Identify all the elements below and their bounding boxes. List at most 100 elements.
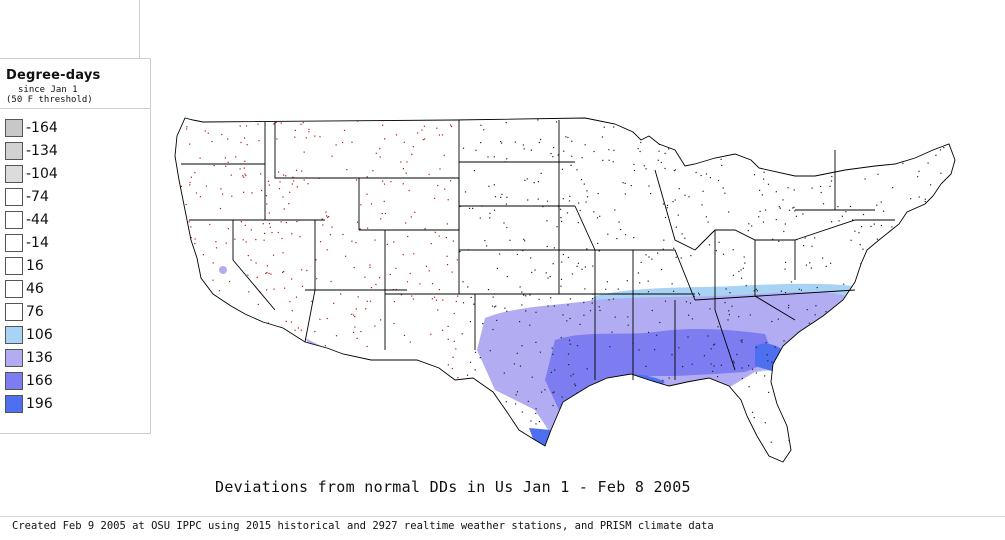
station-dot	[198, 437, 200, 439]
legend-swatch	[5, 119, 23, 137]
legend-panel: Degree-days since Jan 1 (50 F threshold)…	[0, 58, 151, 434]
station-dot	[250, 340, 252, 343]
station-dot	[505, 122, 507, 124]
station-dot	[400, 161, 402, 163]
station-dot	[537, 181, 539, 183]
station-dot	[273, 395, 275, 397]
station-dot	[502, 454, 504, 456]
station-dot	[180, 383, 182, 385]
station-dot	[265, 272, 267, 274]
station-dot	[296, 388, 298, 390]
station-dot	[220, 188, 222, 190]
station-dot	[302, 441, 304, 444]
station-dot	[185, 203, 187, 206]
station-dot	[273, 327, 275, 329]
station-dot	[310, 463, 311, 464]
station-dot	[250, 454, 252, 456]
station-dot	[670, 388, 673, 390]
station-dot	[614, 316, 616, 318]
station-dot	[637, 272, 639, 274]
station-dot	[784, 268, 786, 270]
station-dot	[459, 251, 461, 253]
station-dot	[310, 387, 312, 389]
station-dot	[778, 206, 780, 208]
station-dot	[563, 427, 565, 429]
station-dot	[323, 427, 325, 429]
station-dot	[220, 370, 222, 372]
station-dot	[246, 144, 248, 146]
station-dot	[827, 142, 829, 144]
station-dot	[650, 193, 652, 195]
station-dot	[877, 173, 879, 175]
station-dot	[703, 355, 705, 357]
station-dot	[597, 193, 599, 195]
station-dot	[538, 421, 540, 423]
station-dot	[853, 456, 855, 459]
station-dot	[671, 283, 673, 285]
station-dot	[780, 147, 782, 149]
station-dot	[195, 276, 198, 278]
station-dot	[506, 196, 508, 198]
station-dot	[553, 391, 555, 393]
station-dot	[474, 351, 477, 353]
station-dot	[279, 181, 281, 183]
station-dot	[612, 298, 614, 300]
station-dot	[279, 366, 281, 368]
station-dot	[384, 212, 386, 215]
station-dot	[406, 161, 408, 163]
station-dot	[725, 288, 727, 290]
station-dot	[568, 339, 571, 341]
station-dot	[948, 343, 950, 345]
station-dot	[848, 363, 850, 365]
station-dot	[382, 124, 384, 126]
legend-item: 106	[5, 326, 145, 346]
station-dot	[484, 240, 486, 242]
station-dot	[281, 237, 283, 240]
station-dot	[859, 244, 861, 246]
station-dot	[464, 191, 467, 193]
station-dot	[251, 192, 253, 194]
station-dot	[741, 339, 743, 341]
station-dot	[290, 420, 292, 422]
station-dot	[846, 128, 848, 131]
station-dot	[203, 453, 205, 455]
station-dot	[712, 370, 714, 372]
station-dot	[709, 443, 711, 445]
station-dot	[266, 272, 268, 274]
station-dot	[928, 425, 930, 427]
station-dot	[639, 282, 641, 284]
station-dot	[530, 257, 532, 259]
station-dot	[214, 353, 216, 355]
station-dot	[311, 300, 313, 302]
station-dot	[821, 386, 823, 388]
station-dot	[282, 252, 284, 254]
station-dot	[831, 328, 833, 330]
station-dot	[666, 204, 669, 206]
station-dot	[688, 314, 690, 316]
station-dot	[671, 354, 673, 356]
station-dot	[446, 223, 448, 225]
station-dot	[933, 298, 935, 300]
station-dot	[721, 164, 723, 166]
station-dot	[547, 277, 549, 279]
station-dot	[535, 423, 537, 425]
station-dot	[705, 216, 707, 218]
station-dot	[695, 171, 697, 174]
station-dot	[551, 347, 553, 349]
station-dot	[270, 432, 272, 434]
station-dot	[876, 204, 878, 206]
station-dot	[432, 439, 434, 441]
station-dot	[546, 245, 548, 248]
station-dot	[236, 426, 238, 428]
station-dot	[934, 424, 936, 426]
station-dot	[793, 189, 795, 191]
station-dot	[818, 333, 820, 335]
station-dot	[618, 221, 620, 223]
station-dot	[421, 129, 423, 131]
station-dot	[784, 375, 787, 377]
station-dot	[864, 313, 867, 315]
station-dot	[198, 315, 200, 317]
station-dot	[291, 436, 293, 438]
station-dot	[327, 216, 329, 218]
station-dot	[744, 138, 746, 140]
